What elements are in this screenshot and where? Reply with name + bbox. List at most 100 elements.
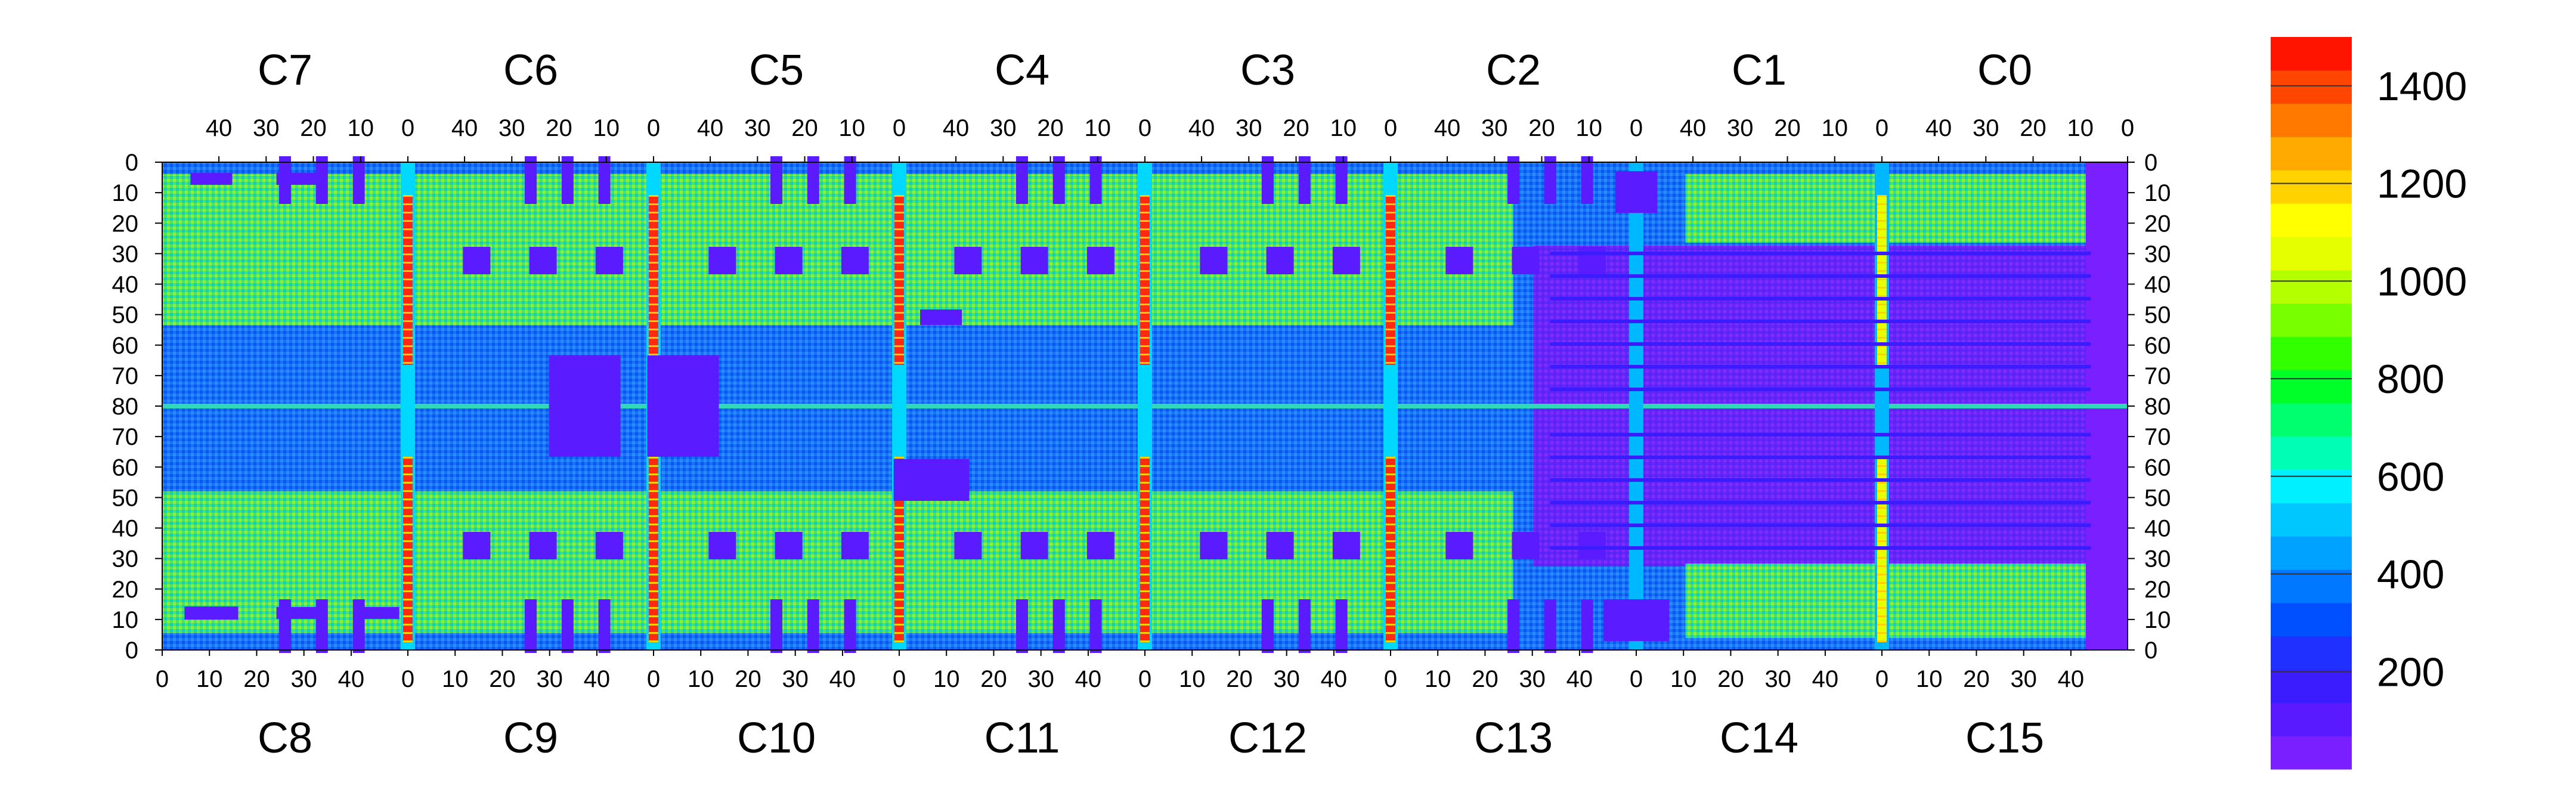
bottom-chip-labels: C8 C9 C10 C11 C12 C13 C14 C15 xyxy=(258,714,2044,762)
top-x-tick-label: 0 xyxy=(647,115,660,141)
bottom-chip-label: C15 xyxy=(1965,714,2044,762)
top-chip-label: C0 xyxy=(1977,47,2032,94)
top-x-tick-label: 10 xyxy=(2067,115,2094,141)
top-chip-labels: C7 C6 C5 C4 C3 C2 C1 C0 xyxy=(258,47,2032,94)
left-y-tick-label: 70 xyxy=(112,363,139,389)
bottom-x-tick-label: 20 xyxy=(1963,666,1990,692)
left-y-tick-label: 0 xyxy=(125,150,138,176)
right-y-tick-label: 40 xyxy=(2144,516,2171,542)
top-x-tick-label: 40 xyxy=(697,115,724,141)
top-x-tick-label: 40 xyxy=(1925,115,1952,141)
top-x-tick-label: 20 xyxy=(1283,115,1309,141)
top-x-tick-label-end: 0 xyxy=(2121,115,2134,141)
colorbar-step xyxy=(2271,370,2352,404)
bottom-x-tick-label: 20 xyxy=(1717,666,1744,692)
right-y-tick-label: 30 xyxy=(2144,546,2171,572)
top-x-tick-label: 10 xyxy=(1085,115,1111,141)
left-y-tick-label: 10 xyxy=(112,180,139,206)
left-y-tick-label: 60 xyxy=(112,454,139,481)
left-y-tick-label: 30 xyxy=(112,546,139,572)
colorbar-step xyxy=(2271,636,2352,670)
colorbar-step xyxy=(2271,469,2352,503)
bottom-x-tick-label: 30 xyxy=(782,666,809,692)
top-x-tick-label: 0 xyxy=(1630,115,1643,141)
right-y-tick-label: 80 xyxy=(2144,394,2171,420)
bottom-x-tick-label: 40 xyxy=(584,666,611,692)
right-y-tick-label: 20 xyxy=(2144,210,2171,237)
top-x-tick-label: 40 xyxy=(1680,115,1707,141)
colorbar-step xyxy=(2271,137,2352,171)
left-y-tick-label: 30 xyxy=(112,241,139,267)
colorbar-step xyxy=(2271,403,2352,437)
bottom-x-tick-label: 0 xyxy=(1384,666,1397,692)
colorbar-step xyxy=(2271,170,2352,204)
left-y-tick-label: 40 xyxy=(112,272,139,298)
colorbar-tick-label: 400 xyxy=(2377,552,2444,597)
colorbar-step xyxy=(2271,569,2352,603)
left-y-tick-label: 10 xyxy=(112,607,139,633)
top-x-tick-label: 30 xyxy=(744,115,771,141)
colorbar-step xyxy=(2271,436,2352,470)
colorbar-step xyxy=(2271,736,2352,770)
colorbar-tick-label: 200 xyxy=(2377,649,2444,695)
top-x-tick-label: 0 xyxy=(1384,115,1397,141)
bottom-x-tick-label: 10 xyxy=(1916,666,1943,692)
colorbar-step xyxy=(2271,536,2352,570)
right-y-tick-label: 70 xyxy=(2144,363,2171,389)
top-x-tick-label: 30 xyxy=(1727,115,1754,141)
top-x-tick-label: 40 xyxy=(451,115,478,141)
top-chip-label: C6 xyxy=(503,47,558,94)
bottom-x-tick-label: 10 xyxy=(1179,666,1206,692)
top-x-tick-label: 30 xyxy=(499,115,525,141)
top-chip-label: C3 xyxy=(1240,47,1295,94)
right-y-tick-label: 20 xyxy=(2144,577,2171,603)
top-x-tick-label: 20 xyxy=(1528,115,1555,141)
left-y-tick-label: 20 xyxy=(112,210,139,237)
top-x-tick-label: 20 xyxy=(1774,115,1801,141)
bottom-x-tick-label: 30 xyxy=(2010,666,2037,692)
colorbar-step xyxy=(2271,303,2352,337)
colorbar-step xyxy=(2271,270,2352,304)
heatmap-cells xyxy=(162,156,2128,653)
bottom-chip-label: C12 xyxy=(1228,714,1307,762)
top-x-tick-label: 10 xyxy=(348,115,374,141)
bottom-x-tick-label: 40 xyxy=(829,666,856,692)
colorbar-step xyxy=(2271,37,2352,71)
left-y-tick-label: 20 xyxy=(112,577,139,603)
top-chip-label: C2 xyxy=(1486,47,1541,94)
bottom-x-tick-label: 0 xyxy=(1630,666,1643,692)
bottom-x-tick-label: 30 xyxy=(1519,666,1546,692)
colorbar-tick-label: 1000 xyxy=(2377,259,2467,304)
right-y-tick-label: 70 xyxy=(2144,424,2171,450)
top-x-tick-label: 40 xyxy=(1188,115,1215,141)
bottom-x-tick-label: 0 xyxy=(401,666,414,692)
bottom-x-tick-label: 30 xyxy=(536,666,563,692)
bottom-x-tick-label: 20 xyxy=(735,666,761,692)
top-x-tick-label: 10 xyxy=(1822,115,1849,141)
bottom-chip-label: C13 xyxy=(1474,714,1553,762)
top-chip-label: C4 xyxy=(995,47,1049,94)
top-x-tick-label: 10 xyxy=(593,115,620,141)
top-x-tick-label: 20 xyxy=(2020,115,2046,141)
color-scale-legend: 200 400 600 800 1000 1200 1400 xyxy=(2271,37,2467,770)
colorbar-step xyxy=(2271,103,2352,137)
bottom-x-tick-label: 10 xyxy=(933,666,960,692)
bottom-x-tick-label: 40 xyxy=(1566,666,1593,692)
top-chip-label: C7 xyxy=(258,47,312,94)
top-x-tick-label: 30 xyxy=(253,115,280,141)
colorbar-step xyxy=(2271,336,2352,370)
bottom-x-tick-label: 20 xyxy=(243,666,270,692)
bottom-x-tick-label: 0 xyxy=(1875,666,1888,692)
top-x-tick-label: 10 xyxy=(1576,115,1603,141)
bottom-x-tick-label: 20 xyxy=(980,666,1007,692)
bottom-chip-label: C10 xyxy=(737,714,816,762)
bottom-x-tick-label: 30 xyxy=(1027,666,1054,692)
top-x-tick-label: 30 xyxy=(990,115,1017,141)
bottom-x-tick-label: 10 xyxy=(1670,666,1697,692)
top-chip-label: C5 xyxy=(749,47,804,94)
colorbar-tick-label: 600 xyxy=(2377,454,2444,500)
colorbar-step xyxy=(2271,203,2352,237)
right-y-tick-label: 60 xyxy=(2144,333,2171,359)
bottom-x-tick-label: 30 xyxy=(1764,666,1791,692)
